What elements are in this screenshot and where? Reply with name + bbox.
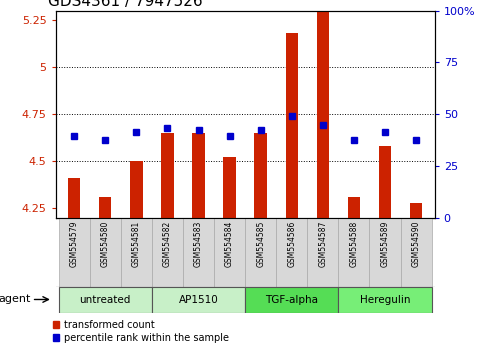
Text: GSM554584: GSM554584 [225, 221, 234, 267]
Text: Heregulin: Heregulin [360, 295, 410, 305]
Bar [245, 218, 276, 287]
Bar [130, 161, 142, 218]
Bar [307, 218, 339, 287]
Text: GSM554589: GSM554589 [381, 221, 389, 267]
Text: GSM554581: GSM554581 [132, 221, 141, 267]
Text: GSM554579: GSM554579 [70, 221, 79, 267]
Text: TGF-alpha: TGF-alpha [265, 295, 318, 305]
Bar [339, 287, 432, 313]
Bar [379, 146, 391, 218]
Bar [285, 33, 298, 218]
Text: GSM554585: GSM554585 [256, 221, 265, 267]
Bar [161, 133, 174, 218]
Bar [410, 202, 422, 218]
Bar [183, 218, 214, 287]
Bar [152, 218, 183, 287]
Text: GSM554582: GSM554582 [163, 221, 172, 267]
Text: GDS4361 / 7947526: GDS4361 / 7947526 [48, 0, 202, 10]
Bar [400, 218, 432, 287]
Bar [245, 287, 339, 313]
Bar [223, 158, 236, 218]
Bar [369, 218, 400, 287]
Text: GSM554590: GSM554590 [412, 221, 421, 267]
Text: GSM554587: GSM554587 [318, 221, 327, 267]
Bar [192, 133, 205, 218]
Text: GSM554583: GSM554583 [194, 221, 203, 267]
Text: GSM554588: GSM554588 [349, 221, 358, 267]
Bar [152, 287, 245, 313]
Bar [316, 0, 329, 218]
Bar [58, 218, 90, 287]
Bar [99, 197, 112, 218]
Bar [68, 178, 80, 218]
Bar [121, 218, 152, 287]
Bar [276, 218, 307, 287]
Text: GSM554580: GSM554580 [101, 221, 110, 267]
Bar [348, 197, 360, 218]
Bar [58, 287, 152, 313]
Text: agent: agent [0, 295, 30, 304]
Text: untreated: untreated [80, 295, 131, 305]
Text: GSM554586: GSM554586 [287, 221, 296, 267]
Bar [339, 218, 369, 287]
Bar [255, 133, 267, 218]
Text: AP1510: AP1510 [179, 295, 218, 305]
Bar [214, 218, 245, 287]
Legend: transformed count, percentile rank within the sample: transformed count, percentile rank withi… [51, 318, 231, 344]
Bar [90, 218, 121, 287]
